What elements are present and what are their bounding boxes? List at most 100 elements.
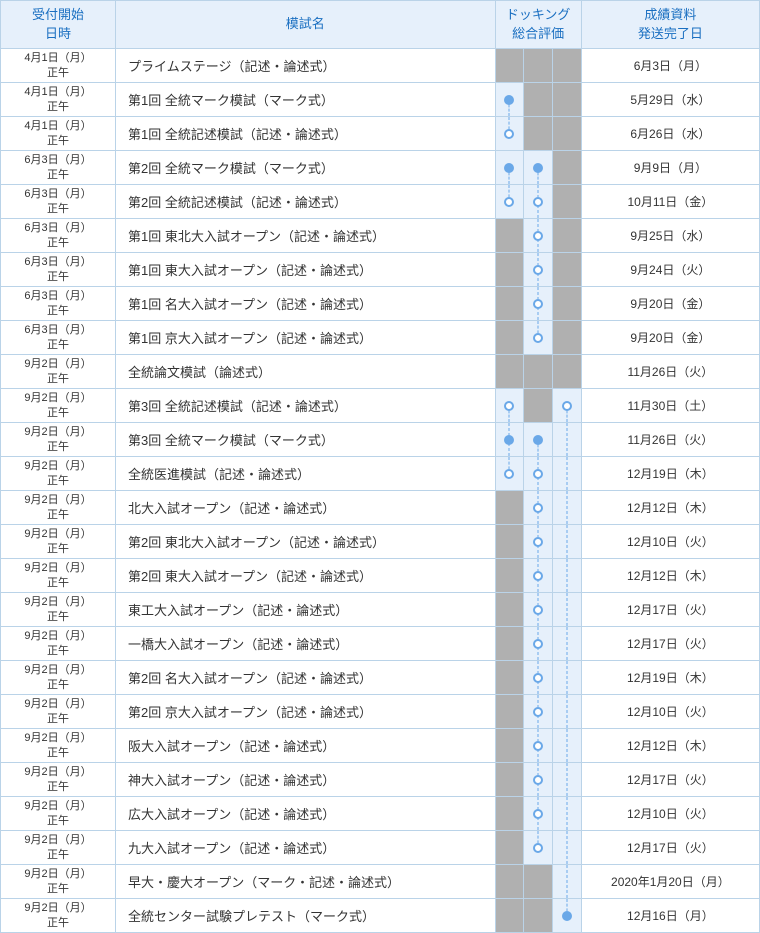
docking-cell [495,797,524,831]
ship-date-cell: 2020年1月20日（月） [581,865,759,899]
ship-date-cell: 12月10日（火） [581,695,759,729]
docking-cell [524,321,553,355]
dot-open-icon [533,537,543,547]
name-cell: 第2回 東大入試オープン（記述・論述式） [116,559,496,593]
docking-cell [495,287,524,321]
docking-cell [553,661,582,695]
name-cell: 第3回 全統記述模試（記述・論述式） [116,389,496,423]
docking-cell [524,83,553,117]
ship-date-cell: 11月30日（土） [581,389,759,423]
docking-cell [524,865,553,899]
docking-cell [495,321,524,355]
connector-line [566,627,567,660]
header-ship: 成績資料発送完了日 [581,1,759,49]
date-cell: 9月2日（月）正午 [1,831,116,865]
docking-cell [524,253,553,287]
connector-line [566,729,567,762]
docking-cell [524,219,553,253]
docking-cell [553,627,582,661]
docking-cell [495,695,524,729]
name-cell: 全統論文模試（論述式） [116,355,496,389]
ship-date-cell: 11月26日（火） [581,355,759,389]
dot-open-icon [504,469,514,479]
date-cell: 6月3日（月）正午 [1,151,116,185]
docking-cell [495,525,524,559]
table-row: 9月2日（月）正午全統論文模試（論述式）11月26日（火） [1,355,760,389]
dot-open-icon [533,265,543,275]
date-cell: 9月2日（月）正午 [1,627,116,661]
dot-open-icon [533,503,543,513]
ship-date-cell: 6月26日（水） [581,117,759,151]
dot-filled-icon [533,163,543,173]
docking-cell [553,49,582,83]
table-row: 9月2日（月）正午阪大入試オープン（記述・論述式）12月12日（木） [1,729,760,763]
dot-open-icon [533,299,543,309]
connector-line [566,797,567,830]
ship-date-cell: 5月29日（水） [581,83,759,117]
dot-filled-icon [504,435,514,445]
ship-date-cell: 12月17日（火） [581,831,759,865]
ship-date-cell: 12月10日（火） [581,525,759,559]
ship-date-cell: 12月19日（木） [581,661,759,695]
docking-cell [524,797,553,831]
docking-cell [553,525,582,559]
name-cell: 第1回 東大入試オープン（記述・論述式） [116,253,496,287]
date-cell: 6月3日（月）正午 [1,287,116,321]
name-cell: 第1回 全統記述模試（記述・論述式） [116,117,496,151]
header-docking: ドッキング総合評価 [495,1,581,49]
docking-cell [495,593,524,627]
connector-line [566,661,567,694]
connector-line [566,695,567,728]
table-row: 4月1日（月）正午第1回 全統記述模試（記述・論述式） 6月26日（水） [1,117,760,151]
ship-date-cell: 12月12日（木） [581,729,759,763]
connector-line [566,423,567,456]
name-cell: 北大入試オープン（記述・論述式） [116,491,496,525]
name-cell: 第1回 全統マーク模試（マーク式） [116,83,496,117]
name-cell: 神大入試オープン（記述・論述式） [116,763,496,797]
table-row: 9月2日（月）正午東工大入試オープン（記述・論述式）12月17日（火） [1,593,760,627]
date-cell: 4月1日（月）正午 [1,83,116,117]
ship-date-cell: 6月3日（月） [581,49,759,83]
docking-cell [524,389,553,423]
docking-cell [553,457,582,491]
name-cell: 第2回 全統マーク模試（マーク式） [116,151,496,185]
docking-cell [553,423,582,457]
table-row: 9月2日（月）正午第2回 東大入試オープン（記述・論述式）12月12日（木） [1,559,760,593]
dot-filled-icon [562,911,572,921]
table-row: 9月2日（月）正午第2回 東北大入試オープン（記述・論述式） 12月10日（火） [1,525,760,559]
table-row: 9月2日（月）正午九大入試オープン（記述・論述式）12月17日（火） [1,831,760,865]
dot-open-icon [533,197,543,207]
dot-open-icon [504,129,514,139]
table-row: 9月2日（月）正午第3回 全統マーク模試（マーク式）11月26日（火） [1,423,760,457]
table-row: 6月3日（月）正午第2回 全統記述模試（記述・論述式）10月11日（金） [1,185,760,219]
date-cell: 9月2日（月）正午 [1,525,116,559]
docking-cell [495,253,524,287]
connector-line [566,593,567,626]
name-cell: 第1回 東北大入試オープン（記述・論述式） [116,219,496,253]
docking-cell [524,763,553,797]
docking-cell [495,559,524,593]
date-cell: 6月3日（月）正午 [1,253,116,287]
docking-cell [524,49,553,83]
name-cell: 第2回 東北大入試オープン（記述・論述式） [116,525,496,559]
dot-open-icon [504,197,514,207]
docking-cell [524,185,553,219]
docking-cell [495,423,524,457]
name-cell: 第2回 全統記述模試（記述・論述式） [116,185,496,219]
docking-cell [495,729,524,763]
date-cell: 9月2日（月）正午 [1,797,116,831]
table-row: 6月3日（月）正午第1回 京大入試オープン（記述・論述式）9月20日（金） [1,321,760,355]
table-row: 9月2日（月）正午第2回 京大入試オープン（記述・論述式）12月10日（火） [1,695,760,729]
docking-cell [495,831,524,865]
dot-open-icon [533,605,543,615]
connector-line [566,865,567,898]
docking-cell [553,355,582,389]
name-cell: 広大入試オープン（記述・論述式） [116,797,496,831]
dot-open-icon [504,401,514,411]
date-cell: 4月1日（月）正午 [1,117,116,151]
docking-cell [524,627,553,661]
docking-cell [524,423,553,457]
docking-cell [553,185,582,219]
ship-date-cell: 12月17日（火） [581,763,759,797]
date-cell: 9月2日（月）正午 [1,389,116,423]
